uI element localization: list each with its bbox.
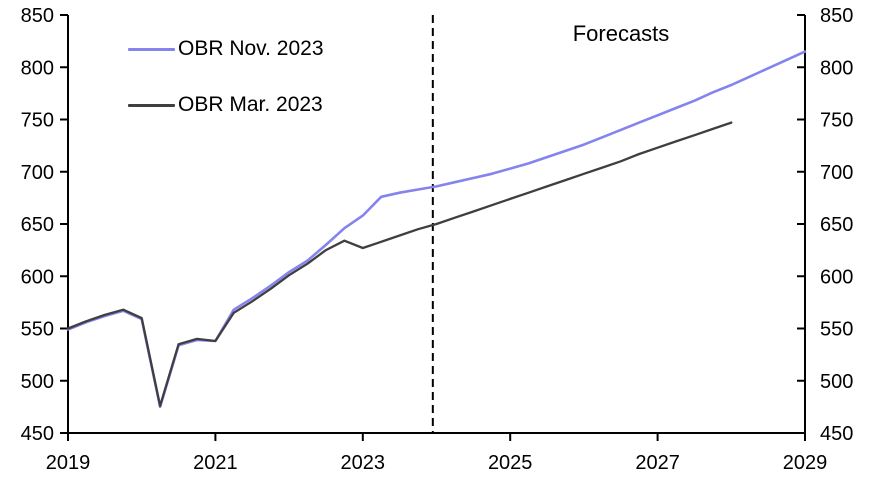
legend-item-obr-nov-2023: OBR Nov. 2023: [128, 36, 324, 62]
y-tick-label-right: 600: [820, 266, 853, 288]
y-tick-label-left: 600: [21, 266, 54, 288]
y-tick-label-left: 800: [21, 57, 54, 79]
legend-label-obr-mar-2023: OBR Mar. 2023: [178, 93, 323, 116]
x-tick-label: 2027: [635, 452, 680, 474]
y-tick-label-right: 500: [820, 371, 853, 393]
y-tick-label-left: 750: [21, 110, 54, 132]
y-tick-label-right: 650: [820, 214, 853, 236]
axes: 450 450 500 500 550 550 600 600 650 650 700 700 750 7…: [21, 5, 854, 474]
forecasts-annotation: Forecasts: [572, 21, 670, 46]
y-tick-label-left: 700: [21, 162, 54, 184]
y-tick-label-left: 450: [21, 423, 54, 445]
data-series-group: [66, 50, 807, 409]
obr-mar-2023-line-swatch: [128, 103, 175, 107]
obr-nov-2023-line-swatch: [128, 47, 175, 51]
x-tick-label: 2019: [46, 452, 91, 474]
x-tick-label: 2025: [488, 452, 533, 474]
y-tick-label-left: 650: [21, 214, 54, 236]
y-tick-label-right: 700: [820, 162, 853, 184]
y-tick-label-right: 550: [820, 319, 853, 341]
legend-item-obr-mar-2023: OBR Mar. 2023: [128, 92, 324, 118]
x-tick-label: 2029: [783, 452, 828, 474]
x-tick-label: 2023: [341, 452, 386, 474]
series-line-obr-mar-2023: [66, 121, 733, 407]
y-tick-label-left: 850: [21, 5, 54, 27]
y-tick-label-right: 750: [820, 110, 853, 132]
legend: OBR Nov. 2023 OBR Mar. 2023: [128, 36, 324, 148]
y-tick-label-right: 850: [820, 5, 853, 27]
y-tick-label-left: 550: [21, 319, 54, 341]
x-tick-label: 2021: [193, 452, 238, 474]
y-tick-label-right: 450: [820, 423, 853, 445]
y-tick-label-right: 800: [820, 57, 853, 79]
y-tick-label-left: 500: [21, 371, 54, 393]
legend-label-obr-nov-2023: OBR Nov. 2023: [178, 37, 324, 60]
